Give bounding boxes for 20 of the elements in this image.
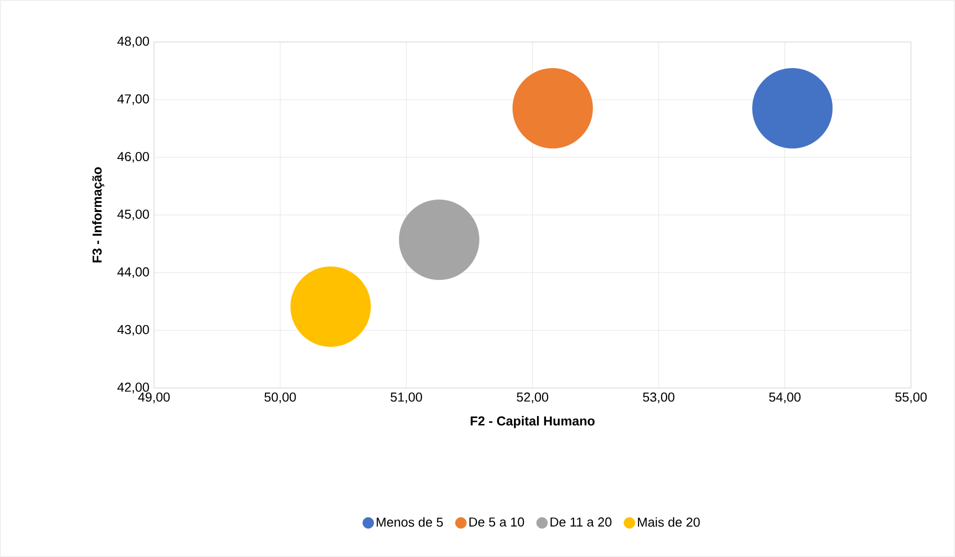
legend-label: Menos de 5 [376,517,443,527]
x-tick-label: 50,00 [264,392,296,404]
y-tick-label: 42,00 [117,382,149,394]
x-axis-title: F2 - Capital Humano [470,416,595,428]
y-tick-label: 43,00 [117,324,149,336]
y-tick-label: 45,00 [117,210,149,220]
legend-label: Mais de 20 [638,517,700,527]
x-tick-label: 52,00 [516,392,548,404]
legend-label: De 11 a 20 [550,517,612,527]
x-tick-label: 55,00 [895,392,927,404]
y-tick-label: 46,00 [117,152,149,163]
x-tick-label: 51,00 [390,392,422,404]
y-tick-label: 48,00 [117,36,149,48]
y-tick-label: 44,00 [117,267,149,278]
legend-label: De 5 a 10 [469,517,524,527]
x-tick-label: 49,00 [138,392,170,404]
x-tick-label: 54,00 [769,392,801,404]
y-tick-label: 47,00 [117,94,149,106]
y-axis-title: F3 - Informação [92,167,104,262]
x-tick-label: 53,00 [642,392,674,404]
